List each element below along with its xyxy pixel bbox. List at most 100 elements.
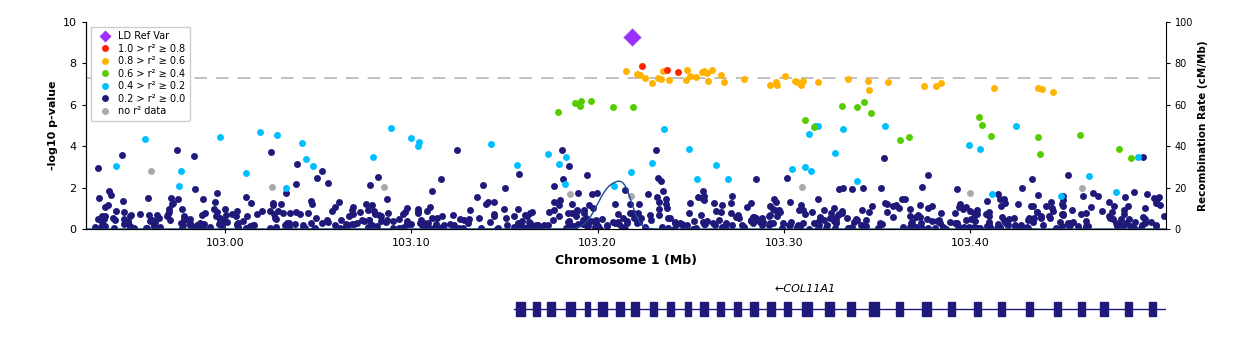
Point [789, 207, 809, 213]
Point [556, 181, 576, 187]
Point [520, 220, 541, 226]
Point [276, 186, 296, 191]
Point [548, 109, 568, 114]
Point [877, 201, 897, 207]
Point [179, 218, 199, 224]
Point [838, 76, 858, 82]
Y-axis label: Recombination Rate (cM/Mb): Recombination Rate (cM/Mb) [1198, 40, 1208, 211]
Point [113, 198, 134, 204]
Point [94, 223, 115, 229]
Point [793, 220, 813, 226]
Point [564, 100, 585, 106]
Point [922, 218, 942, 224]
Point [513, 224, 533, 230]
Point [629, 201, 649, 207]
Point [916, 216, 936, 221]
Point [809, 214, 829, 220]
Point [696, 221, 716, 227]
Point [392, 225, 412, 231]
Point [354, 218, 374, 224]
Point [260, 225, 280, 231]
Point [965, 218, 985, 223]
Point [627, 210, 648, 216]
Point [711, 72, 731, 78]
Point [597, 223, 617, 229]
Point [484, 213, 504, 219]
Point [643, 161, 663, 166]
Point [581, 218, 601, 224]
Point [277, 220, 297, 226]
Point [697, 218, 717, 224]
Point [788, 224, 808, 230]
Bar [869, 302, 878, 316]
Point [832, 208, 852, 214]
Bar [803, 302, 811, 316]
Point [752, 219, 772, 225]
Point [790, 223, 810, 229]
Point [392, 212, 412, 217]
Y-axis label: -log10 p-value: -log10 p-value [48, 81, 58, 170]
Point [620, 201, 640, 206]
Point [1021, 203, 1041, 208]
Point [837, 215, 857, 221]
Bar [566, 302, 576, 316]
Point [746, 176, 766, 182]
Point [411, 220, 431, 226]
Point [842, 186, 862, 192]
Point [934, 225, 954, 230]
Point [960, 190, 980, 196]
Point [1058, 221, 1079, 227]
Point [339, 213, 359, 219]
Point [412, 222, 432, 228]
Point [509, 171, 529, 177]
Point [704, 200, 724, 206]
Point [375, 219, 396, 225]
Point [389, 225, 410, 231]
Point [1043, 208, 1063, 214]
Point [186, 222, 207, 228]
Point [1053, 212, 1074, 218]
Point [912, 184, 932, 190]
Point [995, 219, 1016, 225]
Point [801, 169, 822, 174]
Point [168, 196, 188, 202]
Point [667, 221, 687, 227]
Point [573, 210, 593, 216]
Point [425, 225, 445, 231]
Point [649, 199, 669, 205]
Point [370, 213, 391, 219]
Point [302, 201, 323, 206]
Point [1031, 151, 1051, 157]
Point [568, 221, 588, 227]
Point [358, 224, 378, 230]
Point [616, 68, 636, 74]
Point [825, 220, 845, 226]
Point [543, 217, 563, 223]
Point [480, 219, 500, 225]
Point [960, 216, 980, 222]
Point [859, 87, 879, 92]
Point [158, 211, 178, 217]
Point [932, 225, 953, 231]
Point [1102, 216, 1123, 222]
Point [343, 221, 363, 227]
Point [1031, 215, 1051, 221]
Point [679, 73, 699, 79]
Point [824, 218, 844, 224]
Point [103, 215, 123, 221]
Point [678, 146, 698, 152]
Point [559, 163, 580, 169]
Point [207, 190, 227, 196]
Point [814, 217, 834, 222]
Point [742, 214, 762, 220]
Point [450, 217, 470, 222]
Point [709, 217, 730, 223]
Point [673, 223, 693, 229]
Point [911, 225, 931, 231]
Point [367, 223, 387, 229]
Point [510, 223, 530, 229]
Point [845, 216, 866, 221]
Point [277, 223, 297, 229]
Point [200, 224, 220, 230]
Bar [717, 302, 724, 316]
